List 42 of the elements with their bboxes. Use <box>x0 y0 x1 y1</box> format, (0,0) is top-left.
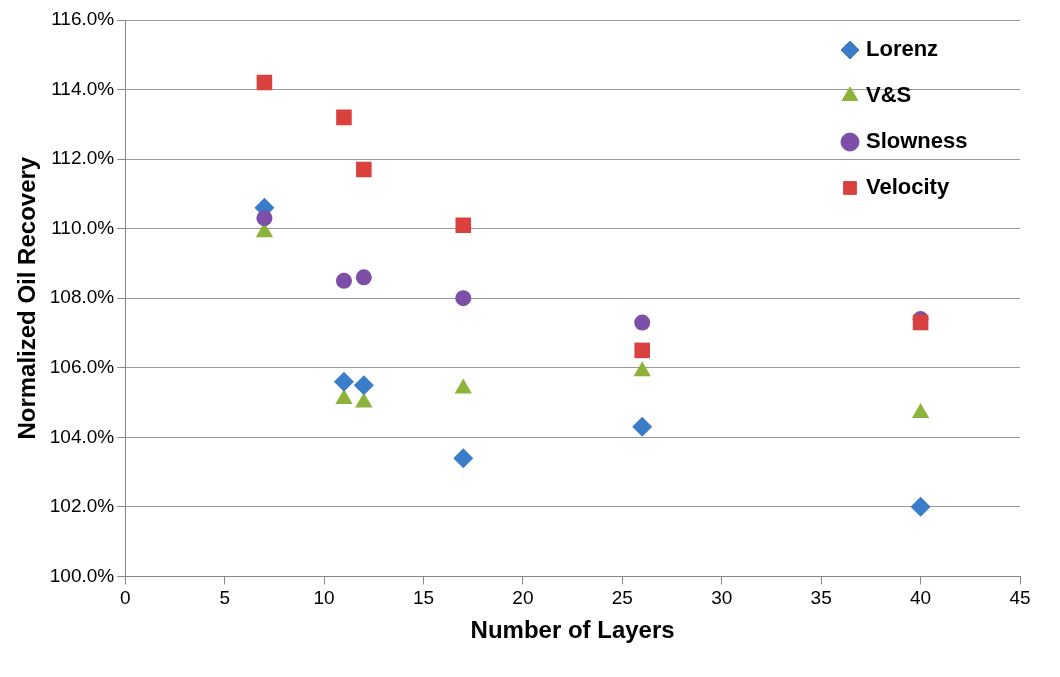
y-tick-label: 116.0% <box>51 8 115 30</box>
y-tick-label: 102.0% <box>49 495 115 517</box>
point <box>356 161 372 178</box>
x-tick-label: 5 <box>219 587 230 609</box>
x-tick-label: 15 <box>412 587 435 609</box>
y-tick-label: 108.0% <box>49 286 115 308</box>
point <box>453 448 474 469</box>
y-tick-label: 112.0% <box>51 147 115 169</box>
point <box>910 496 931 517</box>
point <box>256 210 273 227</box>
y-tick-label: 104.0% <box>49 425 115 447</box>
x-tick-label: 10 <box>313 587 335 609</box>
legend-label: V&S <box>866 82 912 108</box>
point <box>634 314 651 331</box>
point <box>634 342 650 359</box>
legend-label: Slowness <box>866 128 968 154</box>
x-axis-title: Number of Layers <box>470 616 675 644</box>
x-tick-label: 40 <box>910 587 932 609</box>
point <box>336 109 352 126</box>
x-tick-label: 0 <box>119 587 131 609</box>
x-tick-label: 20 <box>512 587 534 609</box>
point <box>355 269 372 286</box>
point <box>353 375 374 396</box>
y-tick-label: 100.0% <box>49 564 115 586</box>
point <box>335 272 352 289</box>
x-tick-label: 35 <box>810 587 832 609</box>
x-tick-label: 25 <box>611 587 633 609</box>
y-tick-label: 110.0% <box>51 216 115 238</box>
point <box>633 361 651 377</box>
point <box>333 371 354 392</box>
legend-label: Velocity <box>866 174 950 200</box>
legend-label: Lorenz <box>866 36 939 62</box>
point <box>335 389 353 405</box>
x-tick-label: 30 <box>711 587 733 609</box>
y-tick-label: 106.0% <box>49 355 115 377</box>
point <box>632 416 653 437</box>
x-tick-label: 45 <box>1009 587 1031 609</box>
point <box>455 290 472 307</box>
point <box>455 217 472 233</box>
y-axis-title: Normalized Oil Recovery <box>13 156 41 440</box>
y-tick-label: 114.0% <box>51 77 115 99</box>
point <box>256 74 273 91</box>
